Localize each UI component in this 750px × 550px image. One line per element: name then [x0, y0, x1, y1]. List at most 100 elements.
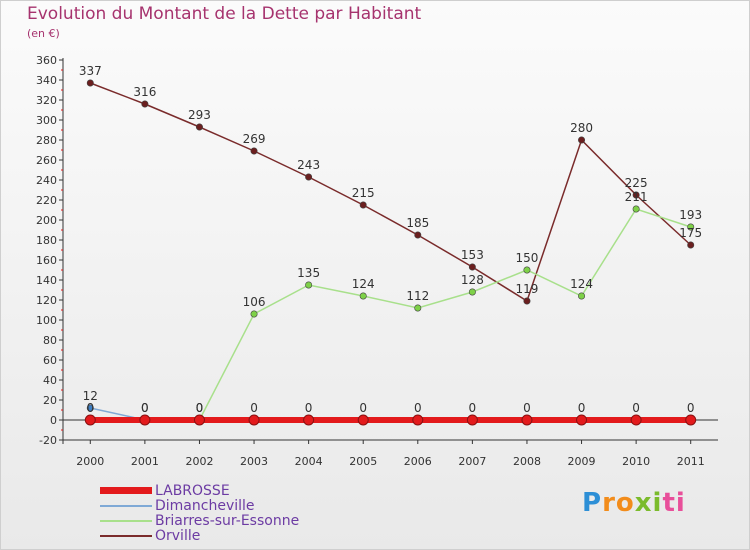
data-label-briarres-sur-essonne: 0	[86, 401, 94, 415]
y-tick-label: 0	[50, 414, 57, 427]
data-label-dimancheville: 0	[632, 401, 640, 415]
data-label-briarres-sur-essonne: 112	[406, 289, 429, 303]
x-tick-label: 2008	[513, 455, 541, 468]
y-tick-label: 100	[36, 314, 57, 327]
data-label-briarres-sur-essonne: 193	[679, 208, 702, 222]
y-tick-label: 360	[36, 54, 57, 67]
legend-label-briarres-sur-essonne: Briarres-sur-Essonne	[155, 513, 300, 529]
point-briarres-sur-essonne	[468, 288, 476, 296]
y-tick-label: 80	[43, 334, 57, 347]
point-briarres-sur-essonne	[414, 304, 422, 312]
point-briarres-sur-essonne	[523, 266, 531, 274]
point-labrosse	[521, 414, 533, 426]
legend-item-orville: Orville	[100, 528, 360, 544]
data-label-briarres-sur-essonne: 211	[625, 190, 648, 204]
point-labrosse	[139, 414, 151, 426]
data-label-orville: 225	[625, 176, 648, 190]
data-label-orville: 269	[243, 132, 266, 146]
y-tick-label: 180	[36, 234, 57, 247]
point-briarres-sur-essonne	[632, 205, 640, 213]
y-tick-label: 140	[36, 274, 57, 287]
legend-item-dimancheville: Dimancheville	[100, 498, 360, 514]
logo-letters-2: ro	[602, 488, 635, 518]
data-label-dimancheville: 0	[141, 401, 149, 415]
y-tick-label: 120	[36, 294, 57, 307]
y-tick-label: 20	[43, 394, 57, 407]
y-tick-label: 220	[36, 194, 57, 207]
logo-letters-3: xi	[634, 488, 663, 518]
legend-item-briarres-sur-essonne: Briarres-sur-Essonne	[100, 513, 360, 529]
x-tick-label: 2006	[404, 455, 432, 468]
point-labrosse	[576, 414, 588, 426]
point-orville	[195, 123, 203, 131]
point-labrosse	[303, 414, 315, 426]
point-labrosse	[412, 414, 424, 426]
series-line-briarres-sur-essonne	[90, 208, 691, 421]
chart-title: Evolution du Montant de la Dette par Hab…	[27, 4, 422, 24]
point-briarres-sur-essonne	[687, 223, 695, 231]
legend-swatch-orville	[100, 535, 152, 537]
x-tick-label: 2003	[240, 455, 268, 468]
data-label-dimancheville: 0	[469, 401, 477, 415]
data-label-dimancheville: 0	[687, 401, 695, 415]
chart-axes: -200204060801001201401601802002202402602…	[36, 54, 718, 468]
point-orville	[305, 173, 313, 181]
data-label-dimancheville: 0	[414, 401, 422, 415]
y-tick-label: 40	[43, 374, 57, 387]
data-label-dimancheville: 0	[359, 401, 367, 415]
point-orville	[687, 241, 695, 249]
data-label-briarres-sur-essonne: 0	[196, 401, 204, 415]
y-tick-label: 300	[36, 114, 57, 127]
x-tick-label: 2009	[568, 455, 596, 468]
point-briarres-sur-essonne	[359, 292, 367, 300]
y-tick-label: 340	[36, 74, 57, 87]
x-tick-label: 2010	[622, 455, 650, 468]
x-tick-label: 2001	[131, 455, 159, 468]
y-tick-label: 280	[36, 134, 57, 147]
data-label-orville: 280	[570, 121, 593, 135]
data-label-orville: 215	[352, 186, 375, 200]
point-labrosse	[630, 414, 642, 426]
x-tick-label: 2000	[76, 455, 104, 468]
legend-swatch-briarres-sur-essonne	[100, 520, 152, 522]
data-label-orville: 175	[679, 226, 702, 240]
x-tick-label: 2011	[677, 455, 705, 468]
data-label-briarres-sur-essonne: 106	[243, 295, 266, 309]
data-label-orville: 243	[297, 158, 320, 172]
data-label-orville: 293	[188, 108, 211, 122]
chart-series	[84, 79, 697, 426]
y-tick-label: 260	[36, 154, 57, 167]
point-briarres-sur-essonne	[578, 292, 586, 300]
point-briarres-sur-essonne	[250, 310, 258, 318]
x-tick-label: 2005	[349, 455, 377, 468]
data-label-dimancheville: 12	[83, 389, 98, 403]
logo-letters-4: ti	[662, 488, 686, 518]
point-orville	[523, 297, 531, 305]
point-labrosse	[84, 414, 96, 426]
y-tick-label: 240	[36, 174, 57, 187]
point-dimancheville	[86, 404, 94, 412]
legend-item-labrosse: LABROSSE	[100, 483, 360, 499]
series-line-orville	[90, 82, 692, 303]
point-labrosse	[357, 414, 369, 426]
legend-label-labrosse: LABROSSE	[155, 483, 230, 499]
point-orville	[468, 263, 476, 271]
data-label-dimancheville: 0	[196, 401, 204, 415]
proxiti-logo: Proxiti	[582, 488, 686, 518]
point-labrosse	[248, 414, 260, 426]
data-label-dimancheville: 0	[305, 401, 313, 415]
point-orville	[632, 191, 640, 199]
data-label-orville: 153	[461, 248, 484, 262]
data-label-orville: 316	[133, 85, 156, 99]
point-labrosse	[193, 414, 205, 426]
data-label-briarres-sur-essonne: 135	[297, 266, 320, 280]
data-label-briarres-sur-essonne: 0	[141, 401, 149, 415]
data-label-orville: 337	[79, 64, 102, 78]
point-orville	[578, 136, 586, 144]
point-briarres-sur-essonne	[305, 281, 313, 289]
data-label-orville: 185	[406, 216, 429, 230]
data-label-briarres-sur-essonne: 124	[570, 277, 593, 291]
y-tick-label: 320	[36, 94, 57, 107]
